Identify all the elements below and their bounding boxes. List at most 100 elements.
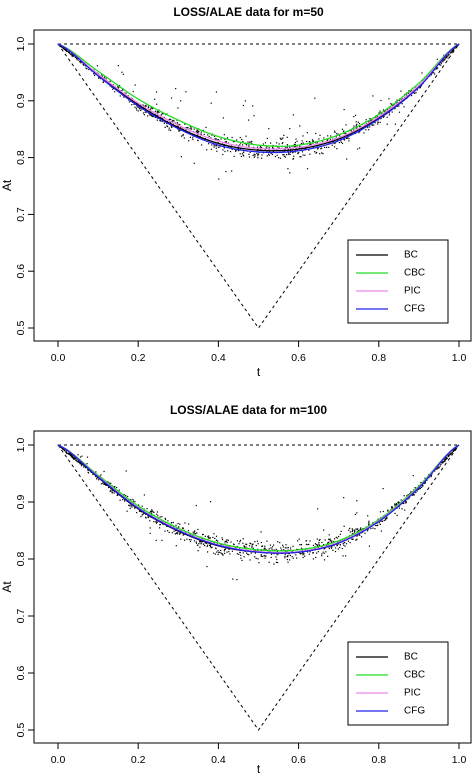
scatter-point xyxy=(286,144,289,146)
scatter-point xyxy=(100,483,102,485)
scatter-point xyxy=(448,54,450,56)
y-tick-label: 0.8 xyxy=(15,552,27,567)
scatter-point xyxy=(268,548,270,550)
scatter-point xyxy=(314,151,316,153)
scatter-point xyxy=(119,95,121,97)
scatter-point xyxy=(365,129,367,131)
scatter-point xyxy=(197,550,199,552)
x-tick-label: 0.6 xyxy=(291,352,306,364)
scatter-point xyxy=(79,60,82,62)
scatter-point xyxy=(123,96,125,98)
scatter-point xyxy=(335,536,337,538)
scatter-point xyxy=(189,540,192,543)
scatter-point xyxy=(440,463,442,466)
scatter-point xyxy=(378,522,380,524)
scatter-point xyxy=(382,116,385,118)
scatter-point xyxy=(301,151,304,153)
scatter-point xyxy=(109,482,111,485)
scatter-point xyxy=(223,552,226,554)
scatter-point xyxy=(436,58,438,60)
scatter-point xyxy=(225,540,228,542)
scatter-point xyxy=(121,71,123,73)
scatter-point xyxy=(266,540,268,542)
scatter-point xyxy=(357,529,360,532)
x-axis-label: t xyxy=(257,365,261,379)
scatter-point xyxy=(221,538,224,541)
scatter-point xyxy=(178,130,180,132)
scatter-point xyxy=(157,515,159,517)
scatter-point xyxy=(378,112,380,114)
scatter-point xyxy=(321,553,323,555)
scatter-point xyxy=(247,119,250,121)
scatter-point xyxy=(231,550,234,552)
scatter-point xyxy=(318,138,320,140)
scatter-point xyxy=(446,55,448,57)
scatter-point xyxy=(238,553,240,556)
scatter-point xyxy=(143,494,145,496)
scatter-point xyxy=(264,149,266,151)
scatter-point xyxy=(116,486,118,489)
scatter-point xyxy=(265,555,267,557)
scatter-point xyxy=(444,58,446,60)
scatter-point xyxy=(363,132,365,134)
scatter-point xyxy=(318,539,320,542)
scatter-point xyxy=(333,146,336,148)
scatter-point xyxy=(166,525,168,528)
scatter-point xyxy=(367,126,369,129)
scatter-point xyxy=(257,153,259,155)
scatter-point xyxy=(71,454,73,457)
scatter-point xyxy=(298,538,300,540)
scatter-point xyxy=(59,45,61,47)
scatter-point xyxy=(141,514,143,516)
scatter-point xyxy=(228,551,230,553)
scatter-point xyxy=(183,137,185,139)
scatter-point xyxy=(356,530,358,533)
scatter-point xyxy=(160,114,162,116)
legend-label: BC xyxy=(404,250,418,261)
scatter-point xyxy=(290,148,292,150)
scatter-point xyxy=(334,142,336,145)
scatter-point xyxy=(217,142,219,144)
scatter-point xyxy=(222,117,224,119)
scatter-point xyxy=(370,119,373,121)
scatter-point xyxy=(188,539,191,541)
scatter-point xyxy=(136,109,138,111)
scatter-point xyxy=(398,111,401,113)
series-line-bc xyxy=(57,43,460,152)
scatter-point xyxy=(210,137,212,139)
scatter-point xyxy=(208,544,211,547)
scatter-point xyxy=(207,537,210,539)
scatter-point xyxy=(240,155,242,158)
scatter-point xyxy=(367,515,369,517)
scatter-point xyxy=(309,153,311,155)
scatter-point xyxy=(326,140,328,142)
scatter-point xyxy=(232,578,234,580)
scatter-point xyxy=(151,509,153,511)
scatter-point xyxy=(65,451,68,454)
scatter-point xyxy=(241,144,244,146)
scatter-point xyxy=(208,537,211,539)
scatter-point xyxy=(242,140,244,143)
scatter-point xyxy=(357,121,359,123)
scatter-point xyxy=(440,64,442,66)
scatter-point xyxy=(213,135,216,138)
scatter-point xyxy=(405,500,407,502)
scatter-point xyxy=(331,540,333,542)
scatter-point xyxy=(291,556,293,558)
scatter-point xyxy=(156,110,158,113)
scatter-point xyxy=(384,110,387,112)
scatter-point xyxy=(67,50,69,53)
scatter-point xyxy=(156,513,158,515)
scatter-point xyxy=(109,490,111,492)
scatter-point xyxy=(65,48,67,50)
scatter-point xyxy=(149,511,151,514)
scatter-point xyxy=(346,158,348,160)
scatter-point xyxy=(436,67,438,69)
scatter-point xyxy=(455,46,457,48)
scatter-point xyxy=(292,157,295,160)
scatter-point xyxy=(456,45,458,47)
x-tick-label: 0.0 xyxy=(51,754,66,766)
scatter-point xyxy=(266,146,268,148)
scatter-point xyxy=(173,530,175,532)
scatter-point xyxy=(69,453,71,455)
